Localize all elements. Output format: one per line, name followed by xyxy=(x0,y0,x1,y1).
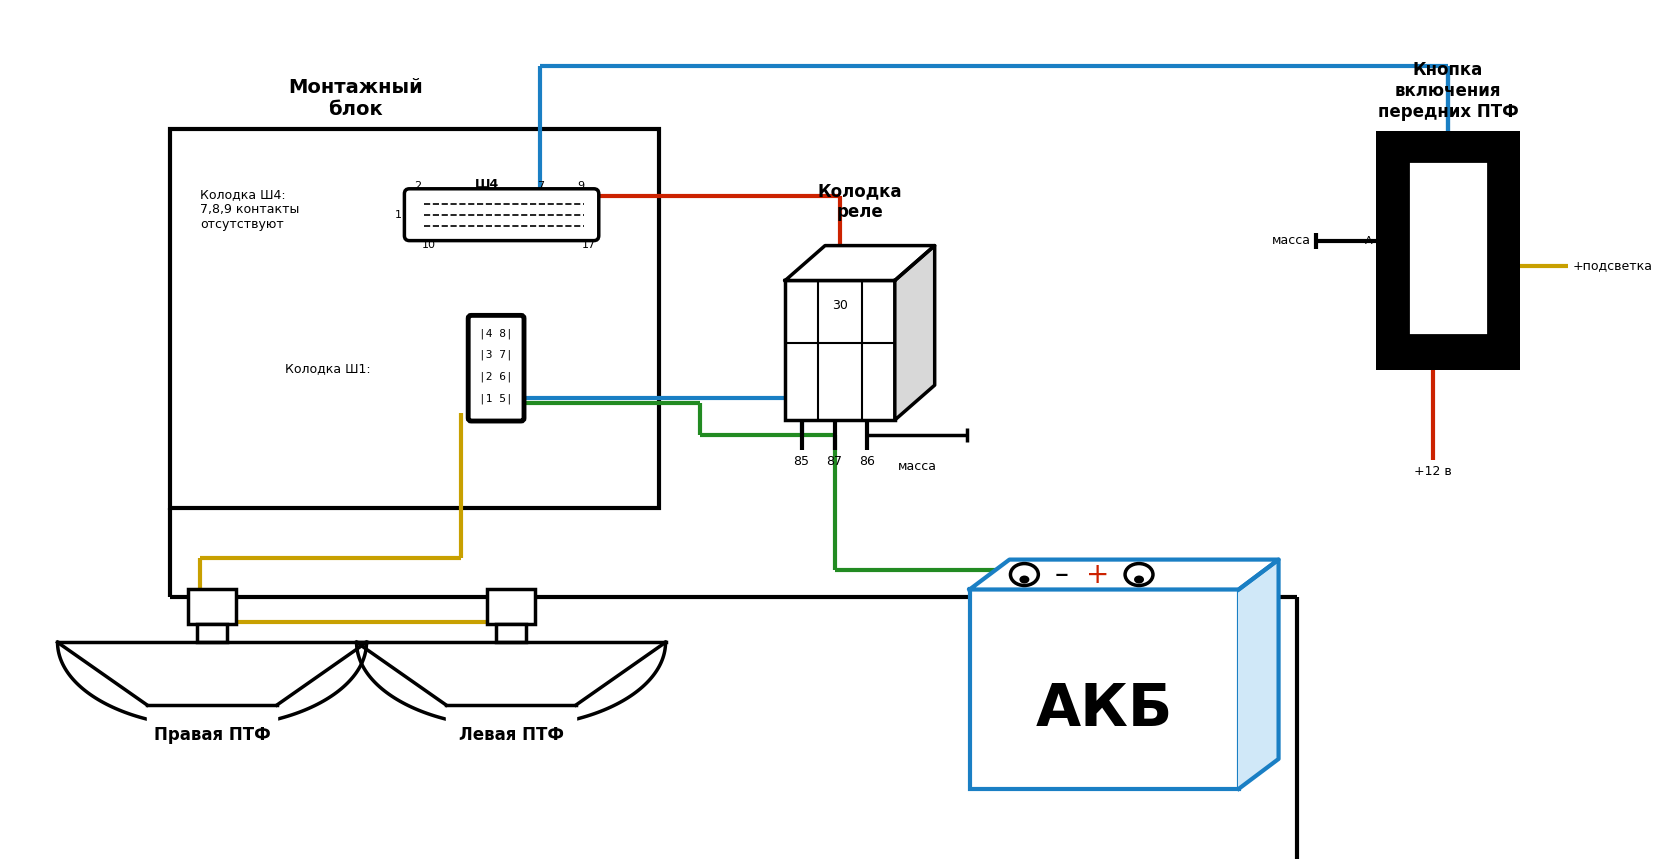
Ellipse shape xyxy=(1133,575,1143,583)
Polygon shape xyxy=(147,705,276,732)
Text: 10: 10 xyxy=(422,240,437,249)
Bar xyxy=(1407,161,1487,335)
Text: |4 8|: |4 8| xyxy=(478,328,512,339)
Text: 1: 1 xyxy=(395,210,402,219)
Text: D: D xyxy=(1491,181,1499,191)
Polygon shape xyxy=(895,246,934,420)
Text: Левая ПТФ: Левая ПТФ xyxy=(458,726,564,744)
Text: 30: 30 xyxy=(831,299,848,312)
Ellipse shape xyxy=(1010,563,1037,586)
Text: Ш4: Ш4 xyxy=(475,178,499,191)
FancyBboxPatch shape xyxy=(468,316,524,421)
Text: +: + xyxy=(1086,561,1109,588)
Text: A: A xyxy=(1363,236,1372,246)
Bar xyxy=(1375,131,1519,370)
Polygon shape xyxy=(447,705,576,732)
Bar xyxy=(487,589,535,624)
Text: 7: 7 xyxy=(537,181,544,191)
Text: Колодка Ш1:: Колодка Ш1: xyxy=(284,362,370,375)
Text: Колодка Ш4:
7,8,9 контакты
отсутствуют: Колодка Ш4: 7,8,9 контакты отсутствуют xyxy=(201,188,299,231)
Text: масса: масса xyxy=(897,460,937,473)
Bar xyxy=(197,624,228,642)
Polygon shape xyxy=(1238,560,1278,789)
Text: |3 7|: |3 7| xyxy=(478,350,512,360)
Text: 86: 86 xyxy=(858,455,875,468)
Polygon shape xyxy=(969,560,1278,589)
Text: 85: 85 xyxy=(793,455,810,468)
Polygon shape xyxy=(785,246,934,280)
Text: 87: 87 xyxy=(826,455,842,468)
Text: 9: 9 xyxy=(577,181,584,191)
Text: 17: 17 xyxy=(582,240,596,249)
Text: Монтажный
блок: Монтажный блок xyxy=(288,78,423,119)
Text: |1 5|: |1 5| xyxy=(478,394,512,404)
Text: +12 в: +12 в xyxy=(1414,465,1450,478)
Text: масса: масса xyxy=(1271,234,1310,247)
Text: 2: 2 xyxy=(413,181,420,191)
FancyBboxPatch shape xyxy=(405,189,599,241)
Bar xyxy=(187,589,236,624)
Bar xyxy=(969,589,1238,789)
Bar xyxy=(785,280,895,420)
Text: Правая ПТФ: Правая ПТФ xyxy=(154,726,271,744)
Bar xyxy=(171,129,657,507)
Ellipse shape xyxy=(1019,575,1029,583)
Text: –: – xyxy=(1054,561,1067,588)
Text: B: B xyxy=(1491,261,1497,271)
Text: Кнопка
включения
передних ПТФ: Кнопка включения передних ПТФ xyxy=(1377,61,1517,121)
Text: +подсветка: +подсветка xyxy=(1571,259,1651,272)
Text: Колодка
реле: Колодка реле xyxy=(816,181,902,221)
Text: 1: 1 xyxy=(1491,236,1496,246)
Text: АКБ: АКБ xyxy=(1036,680,1173,738)
Ellipse shape xyxy=(1124,563,1153,586)
Text: |2 6|: |2 6| xyxy=(478,372,512,383)
Bar xyxy=(495,624,525,642)
Text: 2: 2 xyxy=(1491,206,1496,216)
